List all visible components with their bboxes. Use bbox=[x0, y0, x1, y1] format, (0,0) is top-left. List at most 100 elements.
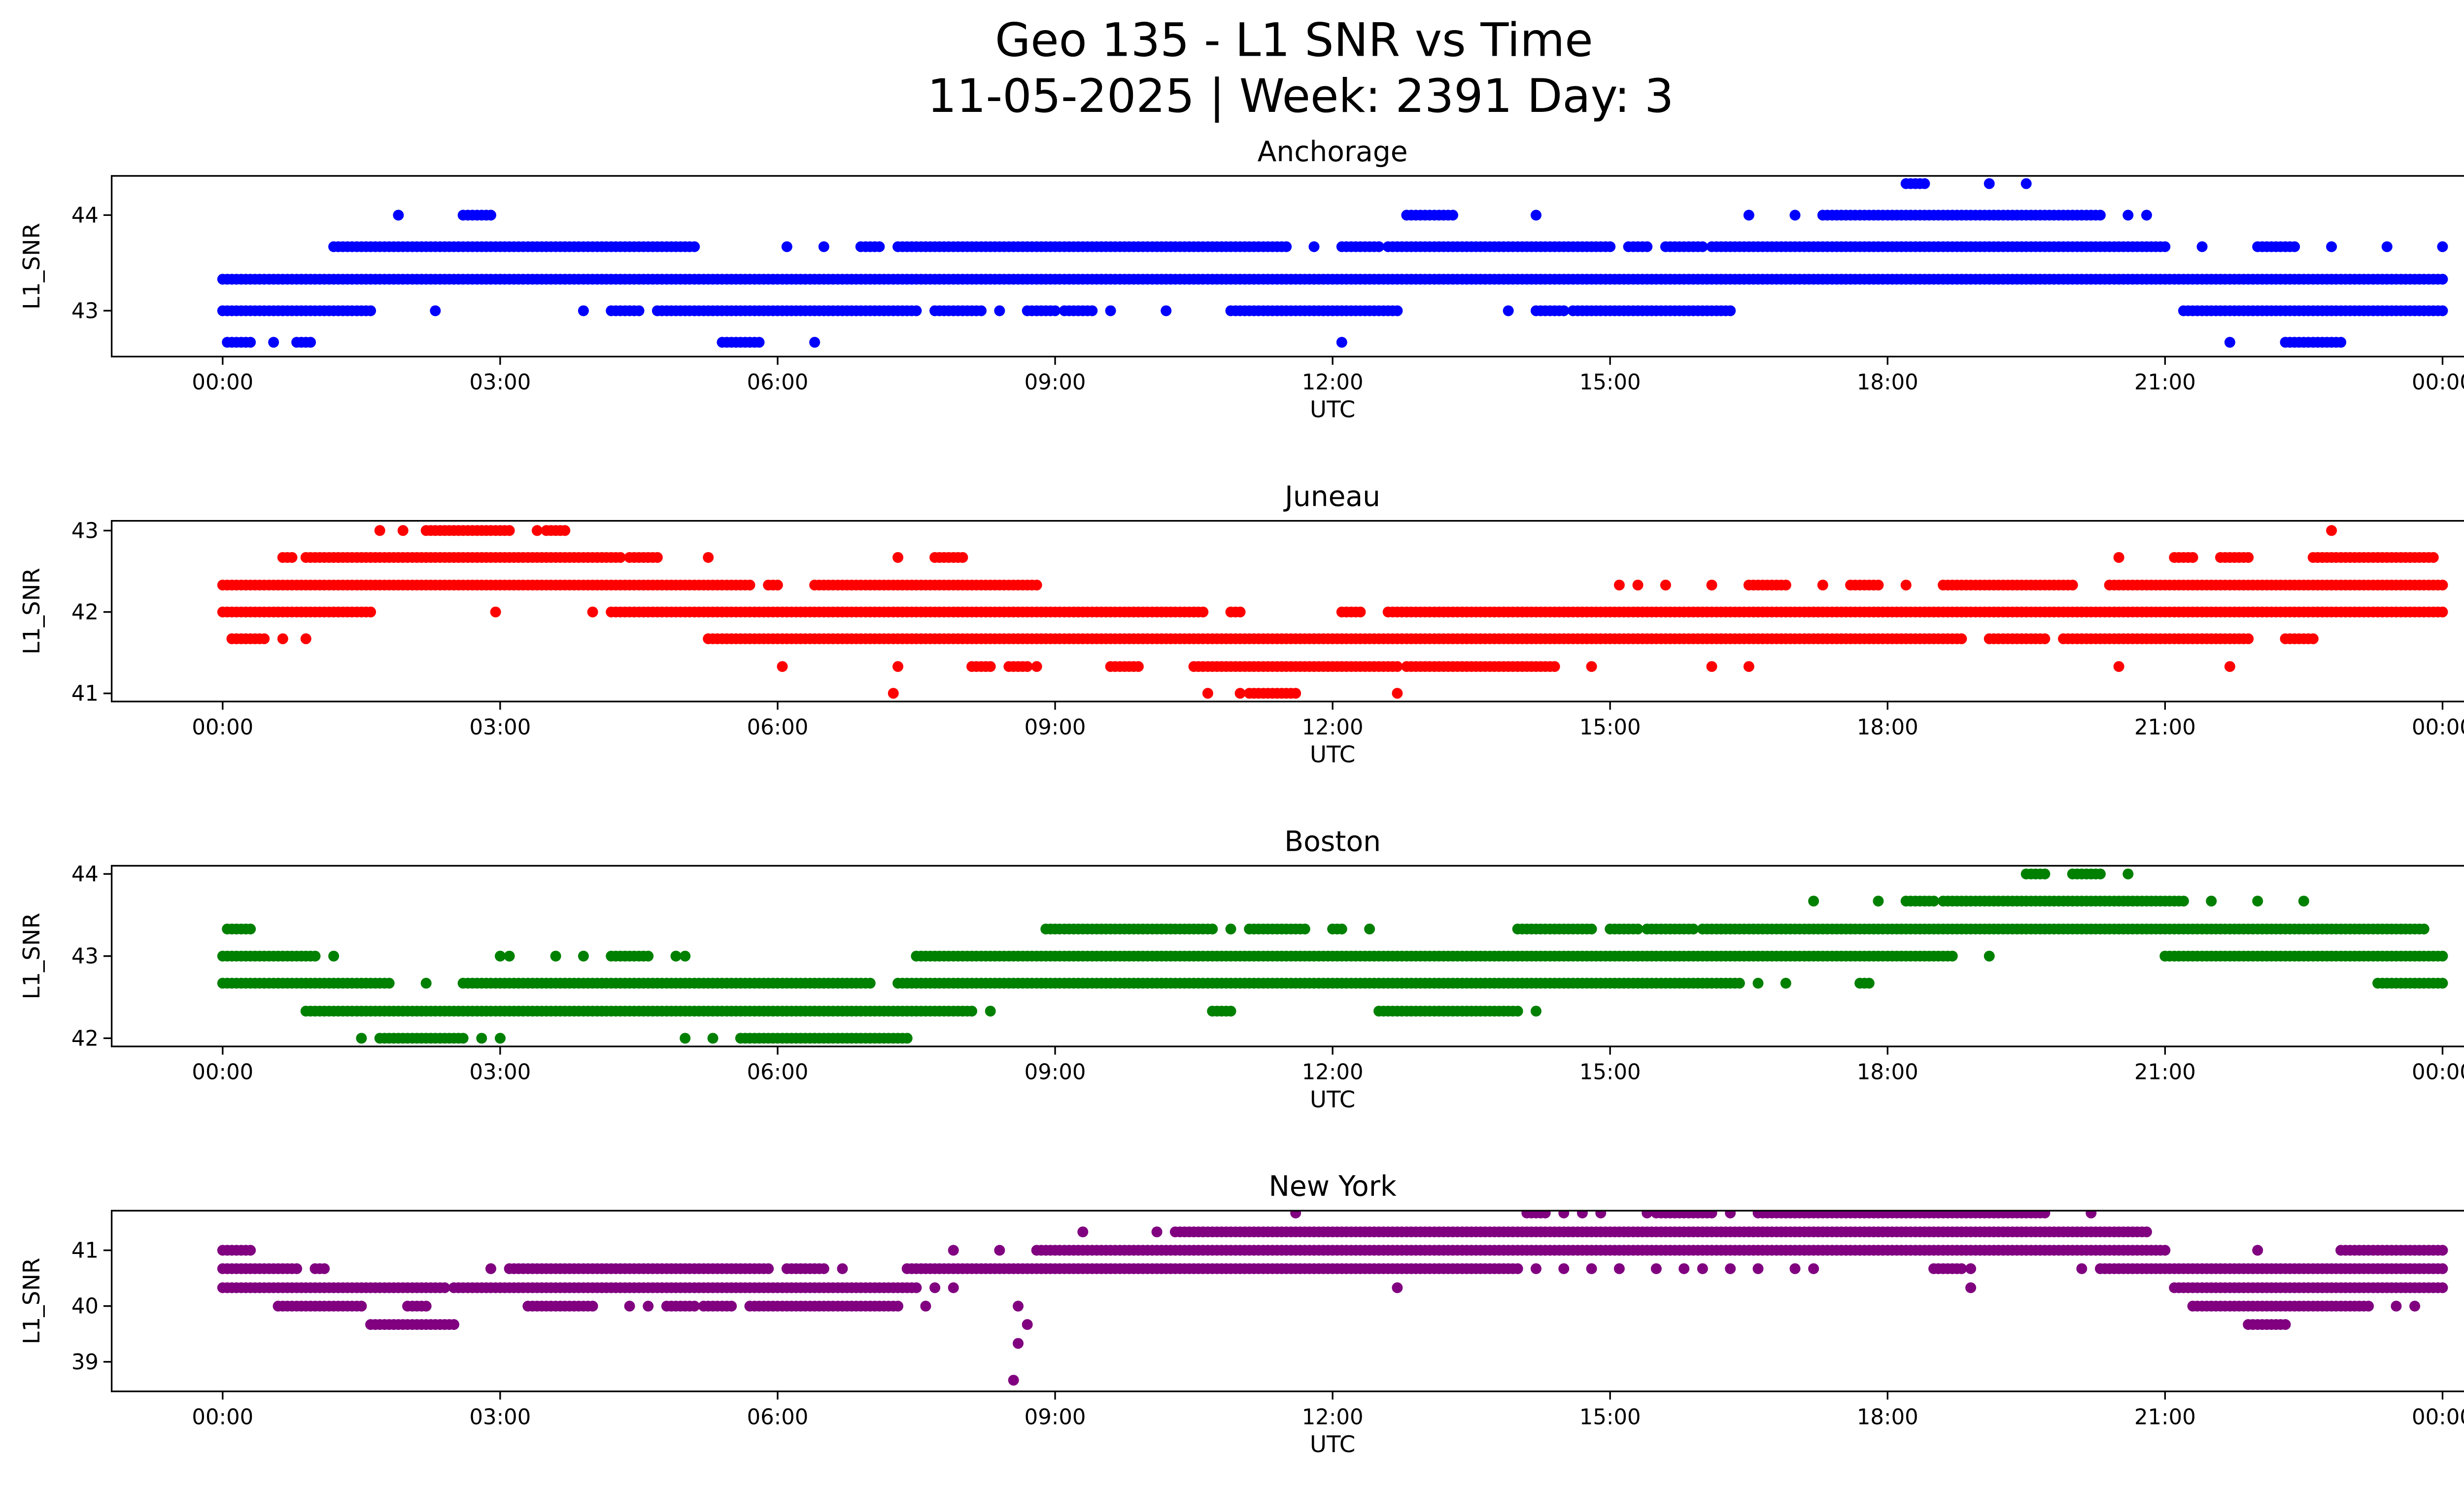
data-point bbox=[1336, 923, 1347, 935]
data-point bbox=[985, 1006, 996, 1017]
data-point bbox=[490, 606, 501, 618]
data-point bbox=[680, 950, 691, 962]
data-point bbox=[578, 305, 589, 316]
data-point bbox=[393, 209, 404, 221]
data-point bbox=[1087, 305, 1098, 316]
data-point bbox=[1225, 923, 1236, 935]
data-point bbox=[2086, 1211, 2097, 1218]
data-point bbox=[457, 1033, 469, 1044]
y-tick-label: 43 bbox=[71, 944, 99, 969]
x-axis-label: UTC bbox=[1310, 397, 1355, 423]
data-point bbox=[892, 552, 904, 563]
x-tick-label: 03:00 bbox=[470, 370, 531, 395]
data-point bbox=[1743, 661, 1754, 672]
data-point bbox=[2224, 661, 2235, 672]
data-point bbox=[1576, 1211, 1588, 1218]
data-point bbox=[1558, 305, 1570, 316]
y-axis-label: L1_SNR bbox=[19, 568, 45, 655]
data-point bbox=[2113, 552, 2124, 563]
data-point bbox=[818, 1263, 829, 1274]
x-tick-label: 00:00 bbox=[2412, 370, 2464, 395]
data-point bbox=[495, 950, 506, 962]
data-point bbox=[2326, 241, 2337, 252]
data-point bbox=[259, 633, 270, 644]
data-point bbox=[1586, 661, 1597, 672]
data-point bbox=[1512, 1006, 1523, 1017]
data-point bbox=[1660, 579, 1671, 591]
data-point bbox=[2252, 1245, 2263, 1256]
data-point bbox=[309, 950, 321, 962]
data-point bbox=[1586, 1263, 1597, 1274]
x-tick-label: 15:00 bbox=[1579, 1060, 1641, 1085]
data-point bbox=[476, 1033, 487, 1044]
data-point bbox=[1308, 241, 1320, 252]
data-point bbox=[994, 305, 1005, 316]
y-tick-label: 41 bbox=[71, 682, 99, 706]
x-tick-label: 18:00 bbox=[1857, 1060, 1918, 1085]
data-point bbox=[286, 552, 298, 563]
data-point bbox=[2206, 896, 2217, 907]
data-point bbox=[2437, 1282, 2448, 1293]
data-point bbox=[888, 688, 899, 699]
data-point bbox=[485, 209, 497, 221]
x-tick-label: 06:00 bbox=[747, 370, 809, 395]
data-point bbox=[809, 337, 821, 348]
data-point bbox=[1161, 305, 1172, 316]
data-point bbox=[2020, 178, 2032, 189]
data-point bbox=[2298, 896, 2309, 907]
data-point bbox=[291, 1263, 303, 1274]
data-point bbox=[578, 950, 589, 962]
scatter-series bbox=[217, 869, 2448, 1044]
data-point bbox=[2094, 209, 2106, 221]
data-point bbox=[2039, 869, 2051, 880]
data-point bbox=[1586, 923, 1597, 935]
data-point bbox=[1808, 1263, 1819, 1274]
data-point bbox=[1642, 1211, 1653, 1218]
data-point bbox=[1234, 688, 1246, 699]
data-point bbox=[1780, 977, 1791, 989]
data-point bbox=[2196, 241, 2208, 252]
data-point bbox=[2122, 869, 2134, 880]
data-point bbox=[1531, 209, 1542, 221]
data-point bbox=[2335, 337, 2347, 348]
data-point bbox=[374, 525, 385, 536]
data-point bbox=[744, 579, 755, 591]
data-point bbox=[772, 579, 783, 591]
data-point bbox=[948, 1282, 959, 1293]
data-point bbox=[777, 661, 788, 672]
data-point bbox=[531, 525, 543, 536]
x-tick-label: 15:00 bbox=[1579, 370, 1641, 395]
data-point bbox=[976, 305, 987, 316]
data-point bbox=[356, 1300, 367, 1312]
data-point bbox=[1234, 606, 1246, 618]
x-tick-label: 00:00 bbox=[192, 1060, 253, 1085]
data-point bbox=[1549, 661, 1560, 672]
data-point bbox=[753, 337, 765, 348]
data-point bbox=[383, 977, 395, 989]
data-point bbox=[1808, 896, 1819, 907]
data-point bbox=[911, 305, 922, 316]
x-tick-label: 09:00 bbox=[1025, 1060, 1086, 1085]
data-point bbox=[643, 950, 654, 962]
data-point bbox=[485, 1263, 497, 1274]
data-point bbox=[837, 1263, 848, 1274]
figure-subtitle: 11-05-2025 | Week: 2391 Day: 3 bbox=[927, 70, 1674, 123]
data-point bbox=[1817, 579, 1828, 591]
data-point bbox=[1947, 950, 1958, 962]
data-point bbox=[300, 633, 311, 644]
x-tick-label: 00:00 bbox=[2412, 1060, 2464, 1085]
data-point bbox=[1198, 606, 1209, 618]
data-point bbox=[1789, 209, 1801, 221]
data-point bbox=[587, 606, 598, 618]
x-tick-label: 09:00 bbox=[1025, 370, 1086, 395]
data-point bbox=[277, 633, 288, 644]
x-tick-label: 12:00 bbox=[1302, 370, 1364, 395]
data-point bbox=[911, 1282, 922, 1293]
data-point bbox=[1789, 1263, 1801, 1274]
y-axis-label: L1_SNR bbox=[19, 913, 45, 1000]
data-point bbox=[2289, 241, 2300, 252]
data-point bbox=[707, 1033, 719, 1044]
data-point bbox=[2076, 1263, 2088, 1274]
data-point bbox=[670, 950, 682, 962]
